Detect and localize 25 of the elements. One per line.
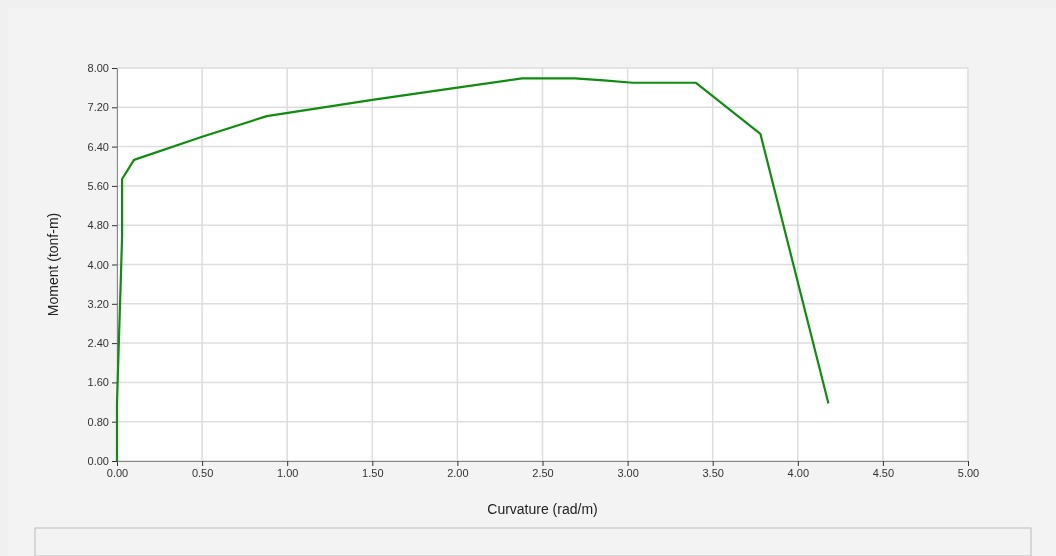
- y-tick-label: 4.00: [87, 258, 109, 271]
- y-tick-label: 4.80: [87, 219, 109, 232]
- x-tick-label: 5.00: [957, 466, 980, 479]
- y-axis-title: Moment (tonf-m): [45, 212, 61, 317]
- x-tick-label: 3.00: [617, 466, 639, 479]
- y-tick-label: 7.20: [87, 101, 109, 114]
- x-tick-label: 4.00: [787, 466, 810, 479]
- x-tick-label: 3.50: [702, 466, 724, 479]
- y-tick-label: 5.60: [87, 179, 109, 192]
- y-tick-label: 0.80: [87, 415, 109, 428]
- x-tick-label: 0.00: [106, 466, 129, 479]
- y-tick-label: 6.40: [87, 140, 109, 153]
- x-tick-label: 2.00: [447, 466, 469, 479]
- x-tick-label: 4.50: [872, 466, 895, 479]
- y-tick-label: 1.60: [87, 376, 109, 389]
- y-tick-label: 8.00: [87, 62, 109, 75]
- x-axis-title: Curvature (rad/m): [487, 501, 598, 517]
- y-tick-label: 2.40: [87, 337, 109, 350]
- y-tick-label: 0.00: [87, 455, 109, 468]
- x-tick-label: 0.50: [191, 466, 214, 479]
- line-series: [115, 77, 830, 463]
- x-tick-label: 2.50: [532, 466, 554, 479]
- x-tick-label: 1.00: [276, 466, 299, 479]
- y-tick-label: 3.20: [87, 297, 109, 310]
- x-tick-label: 1.50: [362, 466, 384, 479]
